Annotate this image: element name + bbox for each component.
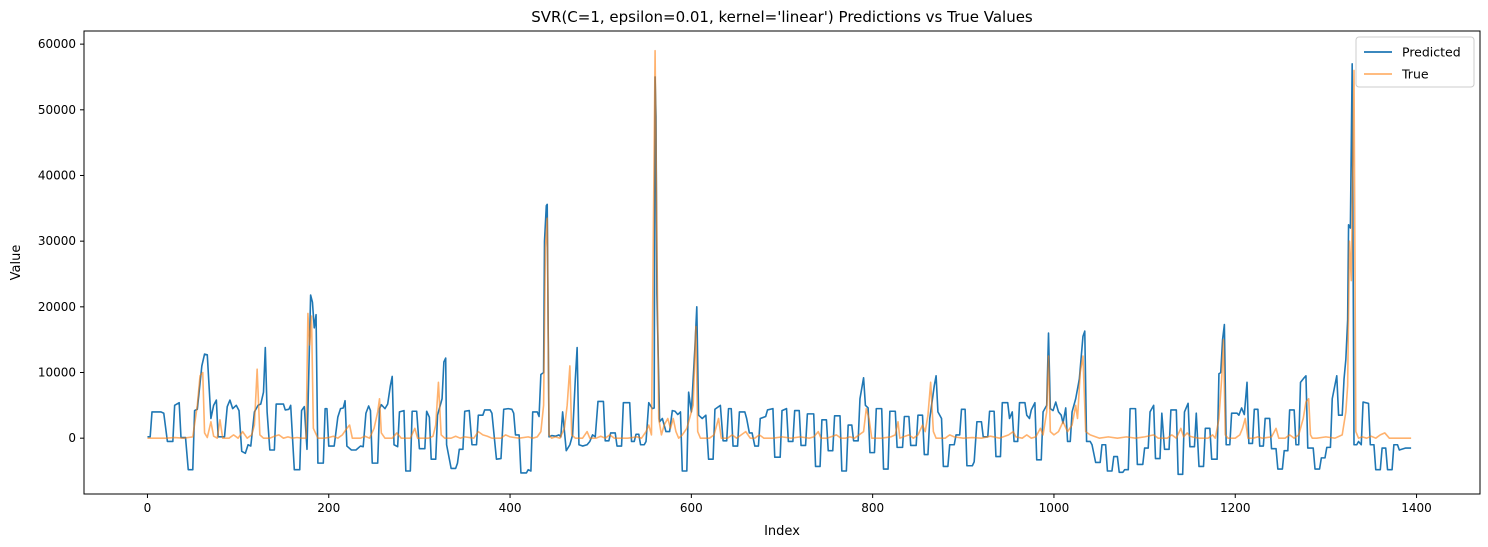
x-tick-label: 1200 xyxy=(1220,501,1251,515)
x-tick-label: 1400 xyxy=(1401,501,1432,515)
y-tick-label: 50000 xyxy=(38,103,76,117)
series-line-predicted xyxy=(147,63,1412,476)
plot-area-series xyxy=(147,49,1412,476)
x-tick-label: 200 xyxy=(317,501,340,515)
y-axis-label: Value xyxy=(9,245,24,281)
x-tick-label: 0 xyxy=(144,501,152,515)
y-tick-label: 20000 xyxy=(38,300,76,314)
series-line-true xyxy=(147,49,1412,439)
legend-label-true: True xyxy=(1401,67,1429,82)
x-tick-label: 1000 xyxy=(1039,501,1070,515)
y-tick-label: 10000 xyxy=(38,366,76,380)
chart-title: SVR(C=1, epsilon=0.01, kernel='linear') … xyxy=(531,8,1033,26)
y-tick-label: 30000 xyxy=(38,234,76,248)
x-tick-label: 600 xyxy=(680,501,703,515)
x-tick-label: 400 xyxy=(499,501,522,515)
plot-frame xyxy=(83,30,1481,495)
x-tick-label: 800 xyxy=(861,501,884,515)
y-tick-label: 40000 xyxy=(38,168,76,182)
x-axis-label: Index xyxy=(764,524,800,539)
y-tick-label: 0 xyxy=(68,431,76,445)
legend-label-predicted: Predicted xyxy=(1402,45,1461,60)
axis-ticks: 0 200 400 600 800 1000 1200 1400 0 10000 20000 3000… xyxy=(38,37,1432,515)
legend: Predicted True xyxy=(1355,36,1475,88)
y-tick-label: 60000 xyxy=(38,37,76,51)
